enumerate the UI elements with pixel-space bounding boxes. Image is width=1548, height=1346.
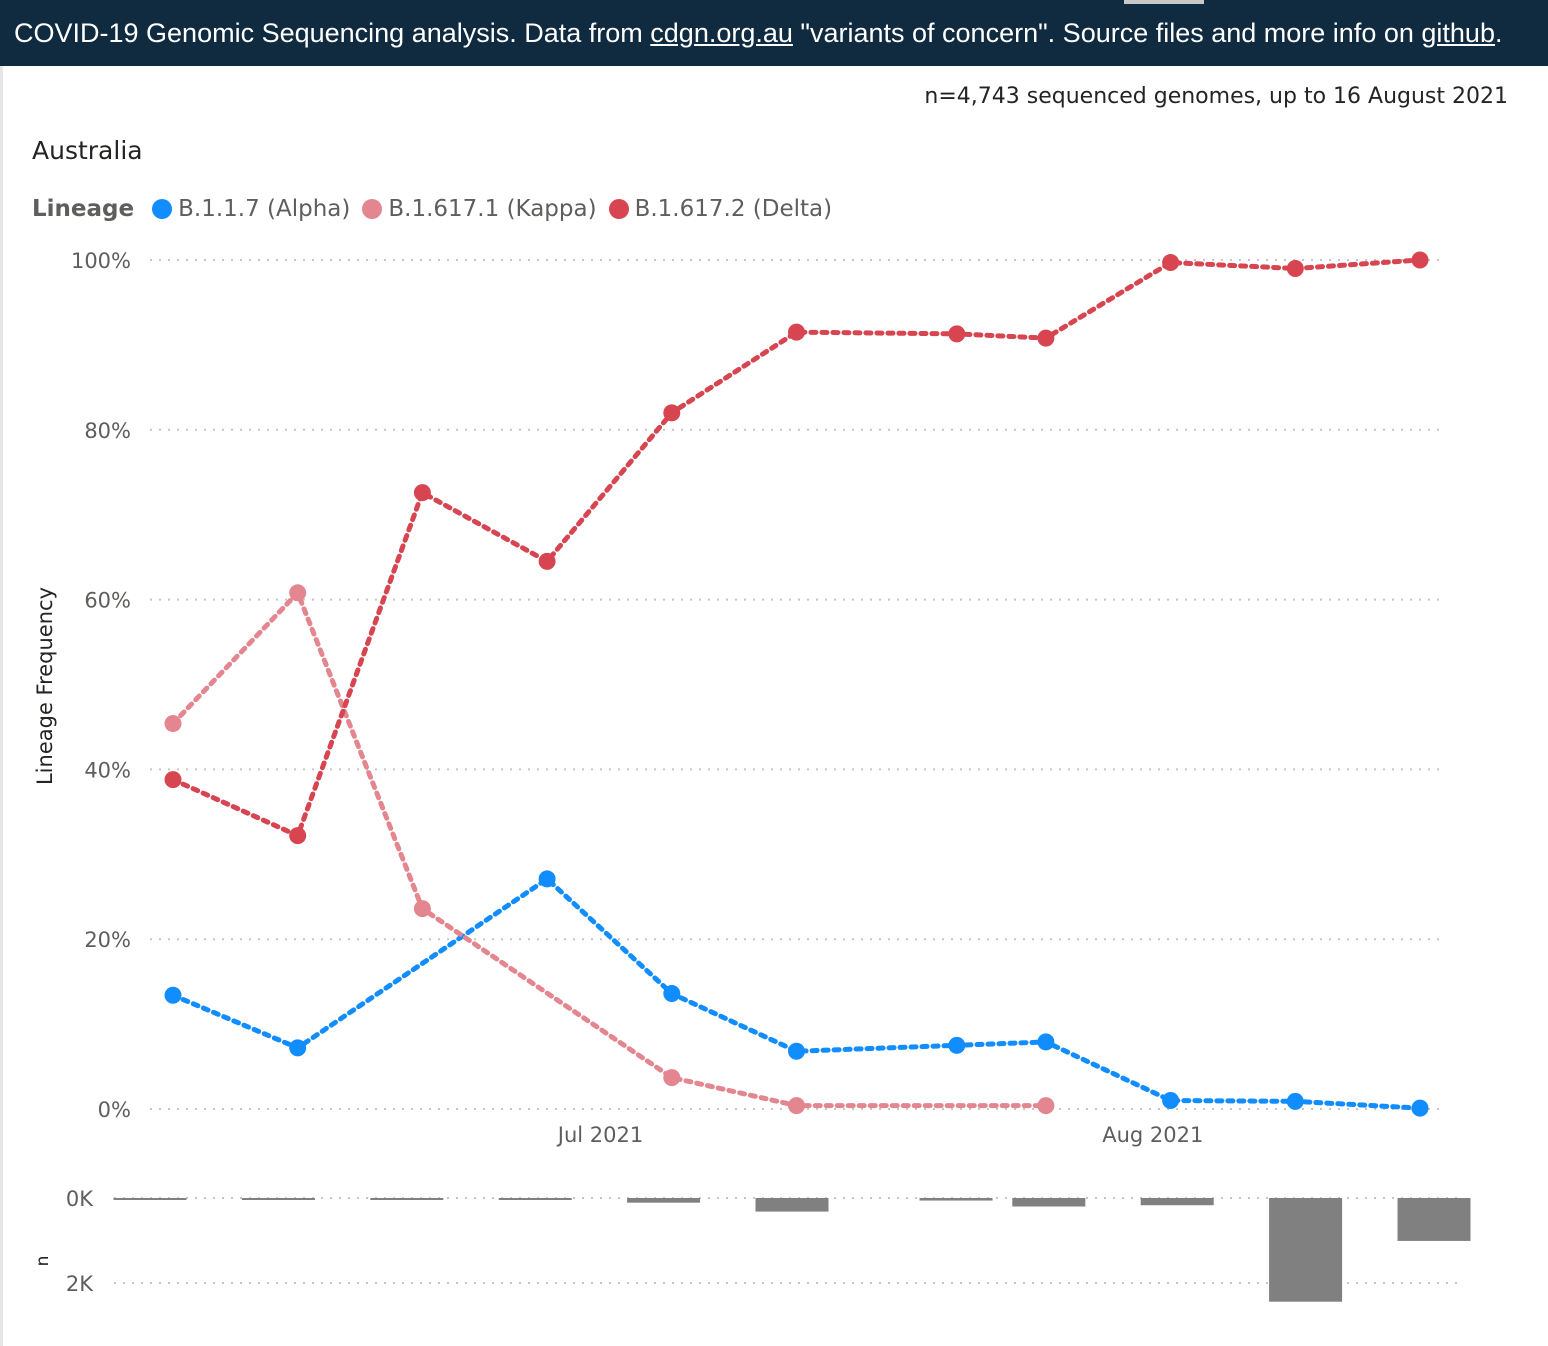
sample-count-subtitle: n=4,743 sequenced genomes, up to 16 Augu… xyxy=(924,84,1508,109)
data-point[interactable] xyxy=(164,986,182,1004)
data-point[interactable] xyxy=(948,325,966,343)
bar-y-axis-label: n xyxy=(33,1256,53,1267)
y-tick-label: 80% xyxy=(84,419,131,443)
data-point[interactable] xyxy=(1162,1092,1180,1110)
series-1 xyxy=(164,584,1055,1115)
cdgn-link[interactable]: cdgn.org.au xyxy=(650,18,793,48)
data-point[interactable] xyxy=(1037,329,1055,347)
bar-series xyxy=(113,1198,1471,1302)
bar-y-tick-label: 0K xyxy=(66,1187,94,1211)
gridlines xyxy=(150,259,1445,1110)
legend-label-kappa: B.1.617.1 (Kappa) xyxy=(388,196,597,222)
data-point[interactable] xyxy=(289,584,307,602)
chart-legend: Lineage B.1.1.7 (Alpha) B.1.617.1 (Kappa… xyxy=(32,196,844,222)
series-line xyxy=(170,257,1423,839)
legend-marker-delta xyxy=(608,199,629,219)
github-link[interactable]: github xyxy=(1421,18,1495,48)
count-bar[interactable] xyxy=(755,1198,829,1212)
legend-marker-alpha xyxy=(152,199,173,219)
data-point[interactable] xyxy=(1411,251,1429,269)
legend-label-delta: B.1.617.2 (Delta) xyxy=(634,196,833,222)
bar-y-axis-ticks: 0K 2K xyxy=(66,1187,94,1296)
series-line xyxy=(170,876,1423,1111)
data-point[interactable] xyxy=(1286,1092,1304,1110)
header-tab-indicator xyxy=(1124,0,1204,4)
series-0 xyxy=(164,870,1429,1117)
data-point[interactable] xyxy=(164,715,182,733)
data-point[interactable] xyxy=(289,827,307,845)
legend-marker-kappa xyxy=(362,199,383,219)
x-tick-label: Jul 2021 xyxy=(556,1123,643,1147)
y-tick-label: 0% xyxy=(98,1098,131,1122)
count-bar[interactable] xyxy=(241,1198,315,1200)
count-bar[interactable] xyxy=(498,1198,572,1200)
count-bar[interactable] xyxy=(113,1198,187,1200)
x-tick-label: Aug 2021 xyxy=(1102,1123,1203,1147)
data-point[interactable] xyxy=(164,771,182,789)
y-tick-label: 20% xyxy=(84,928,131,952)
y-axis-label: Lineage Frequency xyxy=(33,587,57,785)
data-point[interactable] xyxy=(788,1042,805,1060)
count-bar[interactable] xyxy=(1397,1198,1471,1241)
count-bar[interactable] xyxy=(370,1198,444,1200)
y-tick-label: 100% xyxy=(71,249,131,273)
data-point[interactable] xyxy=(1037,1097,1055,1115)
bar-y-tick-label: 2K xyxy=(66,1272,94,1296)
data-point[interactable] xyxy=(663,985,681,1003)
data-point[interactable] xyxy=(413,900,431,918)
legend-label-alpha: B.1.1.7 (Alpha) xyxy=(178,196,351,222)
data-point[interactable] xyxy=(663,1069,681,1087)
data-point[interactable] xyxy=(538,552,556,570)
data-point[interactable] xyxy=(663,404,681,422)
legend-item-delta[interactable]: B.1.617.2 (Delta) xyxy=(608,196,833,222)
legend-item-kappa[interactable]: B.1.617.1 (Kappa) xyxy=(362,196,597,222)
count-bar[interactable] xyxy=(1140,1198,1214,1206)
y-tick-label: 40% xyxy=(84,758,131,782)
header-text-1: COVID-19 Genomic Sequencing analysis. Da… xyxy=(14,18,651,48)
count-bar[interactable] xyxy=(919,1198,993,1201)
count-bar[interactable] xyxy=(1012,1198,1086,1207)
line-series xyxy=(164,251,1429,1117)
series-2 xyxy=(164,251,1429,845)
header-text-2: "variants of concern". Source files and … xyxy=(792,18,1422,48)
count-bar[interactable] xyxy=(1269,1198,1343,1302)
data-point[interactable] xyxy=(1162,254,1180,272)
series-line xyxy=(170,590,1049,1109)
report-header-bar: COVID-19 Genomic Sequencing analysis. Da… xyxy=(0,0,1548,66)
legend-item-alpha[interactable]: B.1.1.7 (Alpha) xyxy=(152,196,350,222)
data-point[interactable] xyxy=(1411,1099,1429,1117)
data-point[interactable] xyxy=(413,484,431,502)
y-tick-label: 60% xyxy=(84,589,131,613)
data-point[interactable] xyxy=(289,1039,307,1057)
data-point[interactable] xyxy=(1037,1033,1055,1051)
header-text-3: . xyxy=(1494,18,1503,48)
left-border xyxy=(0,66,3,1346)
count-bar[interactable] xyxy=(627,1198,701,1203)
data-point[interactable] xyxy=(948,1036,966,1054)
data-point[interactable] xyxy=(1286,259,1304,277)
chart-title: Australia xyxy=(32,136,143,165)
y-axis-ticks: 0% 20% 40% 60% 80% 100% xyxy=(71,249,131,1122)
data-point[interactable] xyxy=(788,1097,805,1115)
data-point[interactable] xyxy=(788,323,805,341)
x-axis-ticks: Jul 2021 Aug 2021 xyxy=(556,1123,1204,1147)
legend-title: Lineage xyxy=(32,196,135,222)
data-point[interactable] xyxy=(538,870,556,888)
